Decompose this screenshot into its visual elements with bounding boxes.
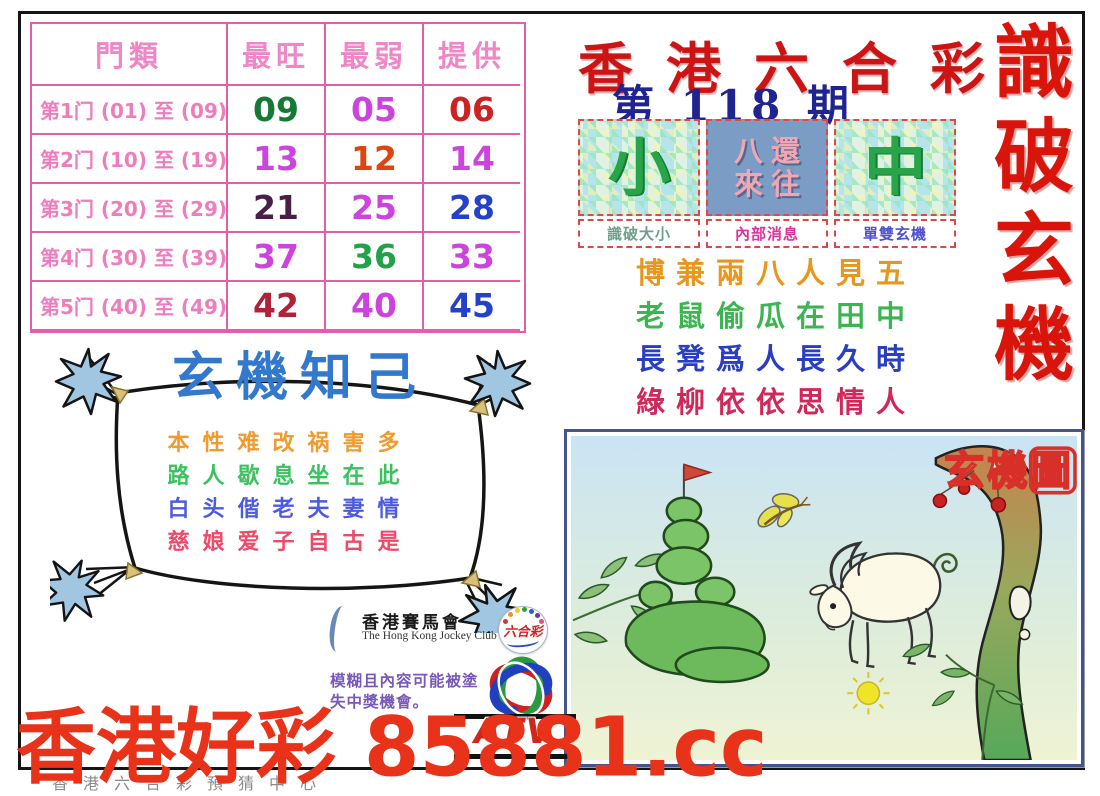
tip-glyph: 中 — [863, 130, 926, 204]
banner-knots — [110, 385, 490, 588]
cell-value: 45 — [424, 282, 520, 331]
row-label: 第4门 (30) 至 (39) — [32, 233, 228, 282]
poem-line: 本性难改祸害多 — [167, 430, 413, 456]
mystery-banner: 玄機知己 本性难改祸害多 路人歇息坐在此 白头偕老夫妻情 慈娘爱子自古是 — [50, 333, 550, 633]
col-header-weakest: 最弱 — [326, 24, 424, 86]
poem-line: 白头偕老夫妻情 — [167, 496, 413, 522]
banner-title: 玄機知己 — [171, 347, 428, 408]
poem-line: 路人歇息坐在此 — [167, 463, 413, 489]
cell-value: 06 — [424, 86, 520, 135]
tip-box-inside-info: 八還 來往 內部消息 — [706, 119, 828, 248]
flag-icon — [683, 463, 713, 482]
cell-value: 40 — [326, 282, 424, 331]
cell-value: 37 — [228, 233, 326, 282]
mystery-picture: 玄機圖 — [571, 436, 1077, 762]
goat-eye — [830, 603, 837, 610]
tip-image-size: 小 — [578, 119, 700, 216]
tip-box-odd-even: 中 單雙玄機 — [834, 119, 956, 248]
verse-line: 綠柳依依思情人 — [635, 385, 916, 419]
tip-box-size: 小 識破大小 — [578, 119, 700, 248]
poem-line: 慈娘爱子自古是 — [167, 529, 413, 555]
logo-dot — [522, 607, 527, 612]
cell-value: 33 — [424, 233, 520, 282]
tip-image-odd-even: 中 — [834, 119, 956, 216]
svg-text:玄機圖: 玄機圖 — [944, 447, 1074, 495]
page-border — [18, 11, 1085, 770]
cell-value: 09 — [228, 86, 326, 135]
tip-box-row: 小 識破大小 八還 來往 內部消息 中 單雙玄機 — [578, 119, 956, 248]
goat-tail — [932, 552, 958, 573]
tip-glyph: 小 — [607, 130, 670, 204]
logo-dot — [515, 608, 520, 613]
logo-dot — [503, 619, 508, 624]
tip-image-inside-info: 八還 來往 — [706, 119, 828, 216]
tip-caption: 單雙玄機 — [834, 219, 956, 248]
verse-line: 老鼠偷瓜在田中 — [635, 299, 916, 333]
swallow-icon — [54, 347, 123, 416]
mystery-picture-frame: 玄機圖 — [564, 429, 1084, 767]
cell-value: 21 — [228, 184, 326, 233]
atv-bar — [454, 754, 576, 759]
jockey-club-block: 香港賽馬會 The Hong Kong Jockey Club 六合彩 — [322, 598, 562, 660]
disclaimer-line: 失中獎機會。 — [330, 693, 430, 711]
disclaimer-line: 模糊且內容可能被塗 — [330, 672, 479, 690]
mark-six-logo: 六合彩 — [498, 606, 548, 654]
col-header-provided: 提供 — [424, 24, 520, 86]
tip-caption: 識破大小 — [578, 219, 700, 248]
category-stats-table: 門類 最旺 最弱 提供 第1门 (01) 至 (09) 09 05 06 第2门… — [30, 22, 526, 333]
tip-text-line: 來往 — [733, 166, 808, 201]
cell-value: 28 — [424, 184, 520, 233]
banner-poem: 本性难改祸害多 路人歇息坐在此 白头偕老夫妻情 慈娘爱子自古是 — [150, 427, 430, 559]
picture-seal: 玄機圖 — [943, 446, 1077, 496]
logo-dot — [529, 609, 534, 614]
cell-value: 14 — [424, 135, 520, 184]
verse-line: 長凳爲人長久時 — [635, 342, 916, 376]
cell-value: 13 — [228, 135, 326, 184]
hkjc-crescent-icon — [326, 604, 353, 654]
row-label: 第2门 (10) 至 (19) — [32, 135, 228, 184]
row-label: 第5门 (40) 至 (49) — [32, 282, 228, 331]
goat-horn — [829, 541, 863, 587]
logo-dot — [535, 613, 540, 618]
watermark-text: 香港好彩 85881.cc — [16, 700, 768, 796]
cell-value: 42 — [228, 282, 326, 331]
side-title: 識破玄機 — [981, 20, 1075, 396]
sun-icon — [847, 671, 890, 715]
hkjc-name-en: The Hong Kong Jockey Club — [362, 630, 497, 642]
mark-six-label: 六合彩 — [503, 625, 543, 640]
butterfly-icon — [757, 492, 811, 528]
goat — [809, 541, 958, 669]
logo-dot — [539, 619, 544, 624]
banner-drawing — [50, 347, 536, 633]
cell-value: 05 — [326, 86, 424, 135]
goat-body — [839, 552, 942, 623]
row-label: 第3门 (20) 至 (29) — [32, 184, 228, 233]
cell-value: 25 — [326, 184, 424, 233]
logo-dot — [508, 612, 513, 617]
tree-knot — [1008, 585, 1032, 621]
verse-block: 博兼兩八人見五 老鼠偷瓜在田中 長凳爲人長久時 綠柳依依思情人 — [590, 252, 962, 424]
atv-label: ATV — [474, 712, 555, 752]
cell-value: 36 — [326, 233, 424, 282]
tip-text-line: 八還 — [733, 133, 808, 168]
atv-logo: ATV — [450, 650, 582, 770]
row-label: 第1门 (01) 至 (09) — [32, 86, 228, 135]
green-tower — [624, 463, 770, 684]
hkjc-name-cn: 香港賽馬會 — [362, 613, 462, 633]
goat-legs — [848, 607, 937, 669]
berries — [932, 466, 1007, 513]
footer-text: 香港六合彩預猜中心 — [52, 774, 332, 793]
page-title: 香港六合彩 — [578, 36, 1019, 101]
verse-line: 博兼兩八人見五 — [635, 256, 916, 290]
goat-horn — [840, 551, 868, 589]
leaves-right — [900, 640, 1025, 761]
atv-bar — [454, 714, 576, 719]
cell-value: 12 — [326, 135, 424, 184]
tip-caption: 內部消息 — [706, 219, 828, 248]
disclaimer-text: 模糊且內容可能被塗 失中獎機會。 — [330, 671, 479, 713]
col-header-hottest: 最旺 — [228, 24, 326, 86]
col-header-category: 門類 — [32, 24, 228, 86]
